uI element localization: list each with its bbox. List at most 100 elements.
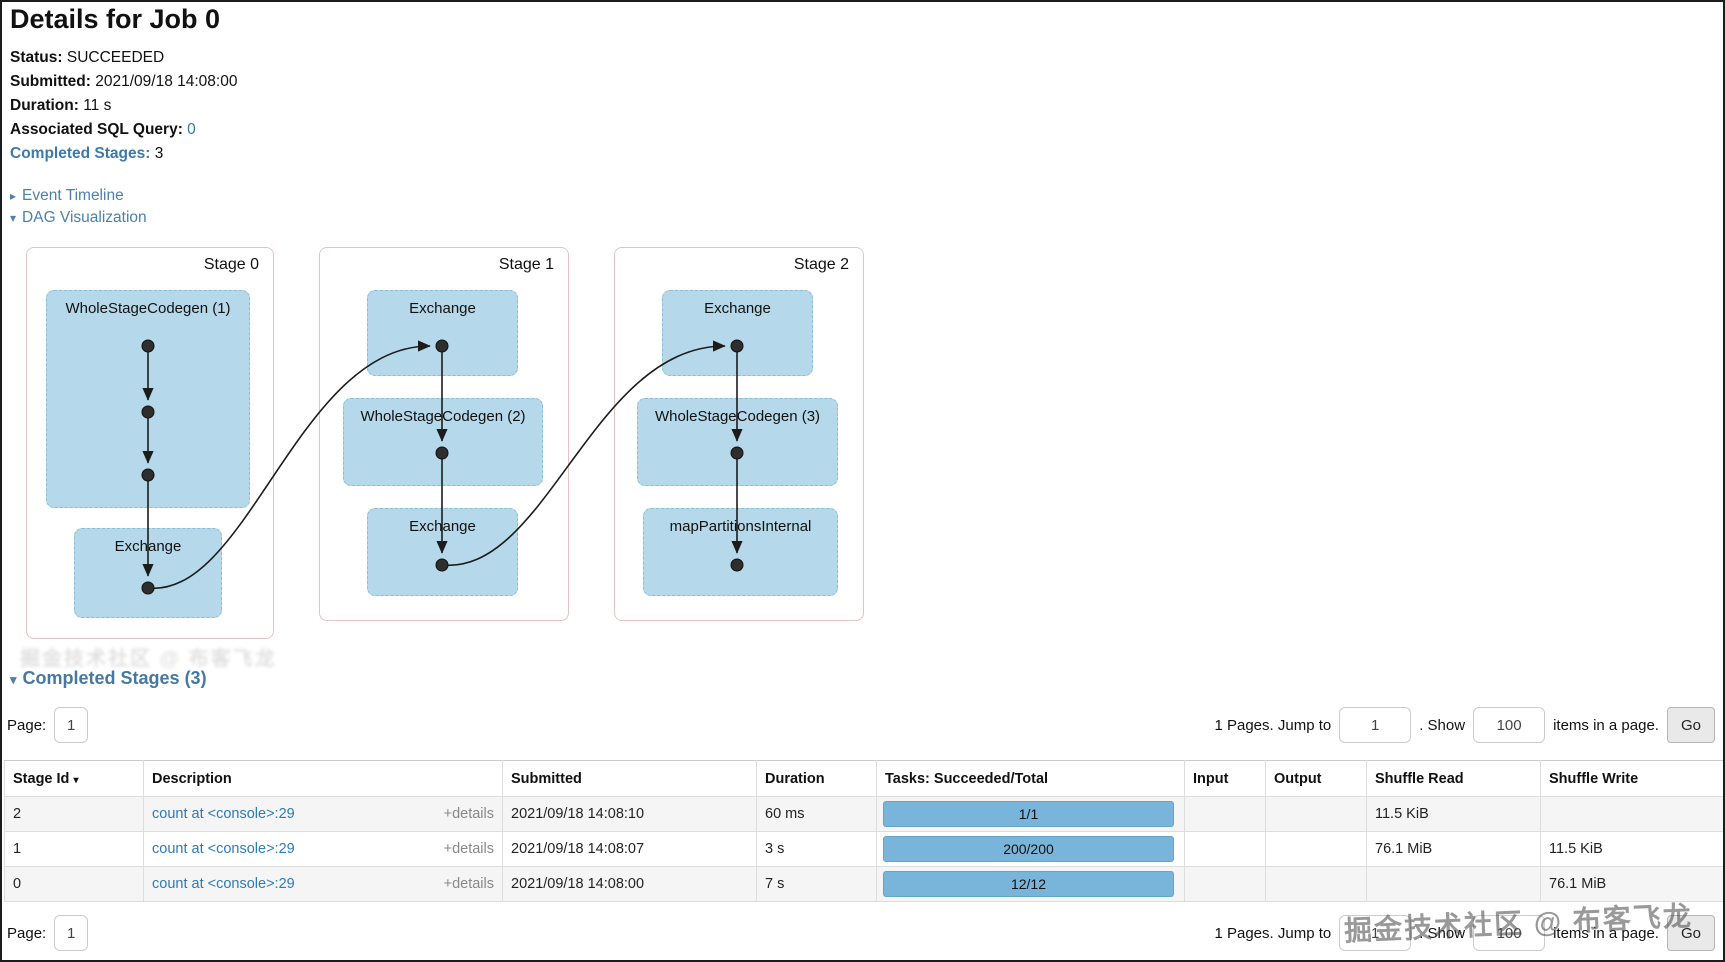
items-label: items in a page. (1553, 716, 1659, 734)
pages-info: 1 Pages. Jump to (1214, 716, 1332, 734)
completed-stages-heading[interactable]: ▾ Completed Stages (3) (10, 668, 207, 689)
jump-to-input[interactable] (1339, 707, 1412, 743)
page-label: Page: (7, 716, 47, 734)
show-label: . Show (1419, 716, 1466, 734)
cell-output (1265, 796, 1367, 832)
dag-stage-2-label: Stage 2 (793, 256, 849, 273)
sort-arrow-icon: ▾ (73, 774, 79, 786)
dag-node-wholestagecodegen-1: WholeStageCodegen (1) (46, 290, 250, 508)
watermark-faint: 掘金技术社区 @ 布客飞龙 (20, 648, 277, 670)
cell-output (1265, 831, 1367, 867)
cell-stage-id: 2 (4, 796, 144, 832)
header-shuffle-read[interactable]: Shuffle Read (1366, 760, 1541, 797)
submitted-value: 2021/09/18 14:08:00 (95, 73, 238, 90)
event-timeline-label: Event Timeline (22, 187, 124, 204)
page-size-input[interactable] (1473, 915, 1546, 951)
cell-input (1184, 796, 1266, 832)
cell-shuffle-read: 11.5 KiB (1366, 796, 1541, 832)
header-description[interactable]: Description (143, 760, 503, 797)
event-timeline-toggle[interactable]: ▸ Event Timeline (10, 185, 124, 207)
cell-submitted: 2021/09/18 14:08:00 (502, 866, 757, 902)
dag-visualization-toggle[interactable]: ▾ DAG Visualization (10, 207, 147, 229)
chevron-down-icon: ▾ (10, 672, 17, 687)
header-output[interactable]: Output (1265, 760, 1367, 797)
cell-duration: 60 ms (756, 796, 877, 832)
page-number-input[interactable] (54, 707, 89, 743)
cell-shuffle-write: 76.1 MiB (1540, 866, 1723, 902)
duration-value: 11 s (83, 97, 112, 114)
dag-stage-0-label: Stage 0 (203, 256, 259, 273)
sql-query-link[interactable]: 0 (187, 121, 196, 138)
header-tasks[interactable]: Tasks: Succeeded/Total (876, 760, 1185, 797)
go-button[interactable]: Go (1666, 915, 1715, 951)
submitted-line: Submitted: 2021/09/18 14:08:00 (10, 70, 237, 94)
cell-input (1184, 831, 1266, 867)
status-line: Status: SUCCEEDED (10, 46, 237, 70)
stage-description-link[interactable]: count at <console>:29 (152, 841, 295, 857)
top-page-right: 1 Pages. Jump to . Show items in a page.… (1214, 707, 1715, 743)
dag-stage-1-label: Stage 1 (498, 256, 554, 273)
status-value: SUCCEEDED (66, 49, 165, 66)
task-progress-bar: 1/1 (883, 801, 1174, 827)
jump-to-input[interactable] (1339, 915, 1412, 951)
dag-node-exchange-stage2: Exchange (662, 290, 813, 376)
pages-info: 1 Pages. Jump to (1214, 924, 1332, 942)
page-size-input[interactable] (1473, 707, 1546, 743)
go-button[interactable]: Go (1666, 707, 1715, 743)
page-title: Details for Job 0 (10, 4, 221, 34)
dag-node-wholestagecodegen-3: WholeStageCodegen (3) (637, 398, 838, 486)
cell-submitted: 2021/09/18 14:08:10 (502, 796, 757, 832)
page-number-input[interactable] (54, 915, 89, 951)
bottom-page-left: Page: (7, 915, 89, 951)
table-row-stage-0: 0 count at <console>:29 +details 2021/09… (4, 866, 1723, 902)
completed-stages-line: Completed Stages: 3 (10, 142, 237, 166)
stage-description-link[interactable]: count at <console>:29 (152, 806, 295, 822)
cell-shuffle-read (1366, 866, 1541, 902)
completed-stages-label[interactable]: Completed Stages: (10, 145, 151, 162)
submitted-label: Submitted: (10, 73, 91, 90)
table-row-stage-2: 2 count at <console>:29 +details 2021/09… (4, 796, 1723, 832)
table-header-row: Stage Id ▾ Description Submitted Duratio… (4, 760, 1723, 797)
cell-stage-id: 0 (4, 866, 144, 902)
dag-node-mappartitionsinternal: mapPartitionsInternal (643, 508, 838, 596)
sql-query-label: Associated SQL Query: (10, 121, 183, 138)
top-page-left: Page: (7, 707, 89, 743)
header-duration[interactable]: Duration (756, 760, 877, 797)
cell-shuffle-read: 76.1 MiB (1366, 831, 1541, 867)
completed-stages-table: Stage Id ▾ Description Submitted Duratio… (4, 760, 1723, 902)
header-stage-id[interactable]: Stage Id ▾ (4, 760, 144, 797)
details-expander[interactable]: +details (443, 841, 494, 857)
cell-duration: 3 s (756, 831, 877, 867)
cell-stage-id: 1 (4, 831, 144, 867)
stage-description-link[interactable]: count at <console>:29 (152, 876, 295, 892)
dag-node-wholestagecodegen-2: WholeStageCodegen (2) (343, 398, 543, 486)
cell-shuffle-write (1540, 796, 1723, 832)
bottom-page-right: 1 Pages. Jump to . Show items in a page.… (1214, 915, 1715, 951)
cell-input (1184, 866, 1266, 902)
details-expander[interactable]: +details (443, 806, 494, 822)
dag-visualization: Stage 0 Stage 1 Stage 2 WholeStageCodege… (2, 246, 902, 646)
dag-node-exchange-stage1-bottom: Exchange (367, 508, 518, 596)
cell-output (1265, 866, 1367, 902)
cell-shuffle-write: 11.5 KiB (1540, 831, 1723, 867)
status-label: Status: (10, 49, 63, 66)
table-row-stage-1: 1 count at <console>:29 +details 2021/09… (4, 831, 1723, 867)
completed-stages-value: 3 (154, 145, 164, 162)
details-expander[interactable]: +details (443, 876, 494, 892)
cell-submitted: 2021/09/18 14:08:07 (502, 831, 757, 867)
page-label: Page: (7, 924, 47, 942)
duration-line: Duration: 11 s (10, 94, 237, 118)
job-summary: Status: SUCCEEDED Submitted: 2021/09/18 … (10, 46, 237, 166)
items-label: items in a page. (1553, 924, 1659, 942)
task-progress-bar: 12/12 (883, 871, 1174, 897)
task-progress-bar: 200/200 (883, 836, 1174, 862)
dag-node-exchange-stage1-top: Exchange (367, 290, 518, 376)
chevron-down-icon: ▾ (10, 211, 17, 225)
cell-duration: 7 s (756, 866, 877, 902)
completed-stages-heading-label: Completed Stages (3) (22, 668, 207, 688)
header-shuffle-write[interactable]: Shuffle Write (1540, 760, 1723, 797)
header-submitted[interactable]: Submitted (502, 760, 757, 797)
dag-node-exchange-stage0: Exchange (74, 528, 222, 618)
header-input[interactable]: Input (1184, 760, 1266, 797)
